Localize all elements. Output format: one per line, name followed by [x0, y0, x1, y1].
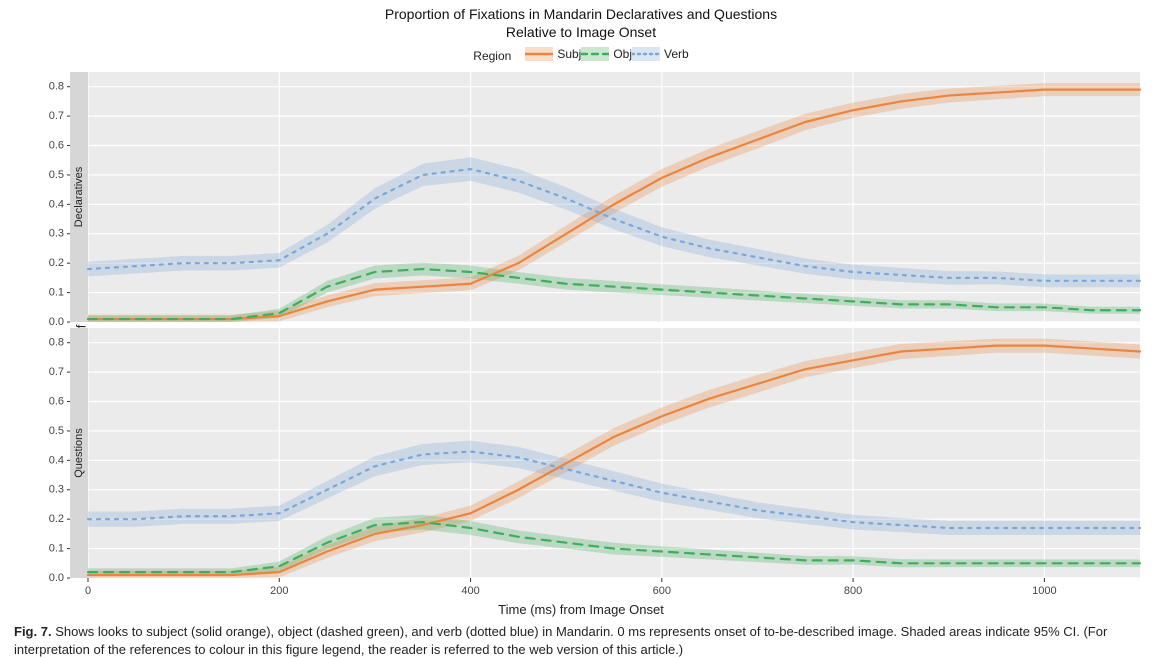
- facet-strip-label: Questions: [73, 428, 85, 478]
- y-tick-label: 0.5: [49, 425, 64, 437]
- y-tick-label: 0.6: [49, 139, 64, 151]
- legend-items: Subj Obj Verb: [525, 47, 688, 64]
- legend-item-label: Verb: [664, 47, 689, 61]
- y-tick-label: 0.6: [49, 395, 64, 407]
- legend-title: Region: [473, 49, 511, 63]
- x-tick-label: 200: [270, 585, 288, 597]
- legend-item-verb: Verb: [632, 47, 689, 61]
- y-tick-label: 0.5: [49, 169, 64, 181]
- legend-item-obj: Obj: [581, 47, 632, 61]
- legend-swatch-verb: [632, 47, 660, 61]
- legend-item-subj: Subj: [525, 47, 581, 61]
- facet-strip-label: Declaratives: [73, 166, 85, 227]
- legend-swatch-subj: [525, 47, 553, 61]
- y-tick-label: 0.3: [49, 484, 64, 496]
- y-tick-label: 0.2: [49, 513, 64, 525]
- y-tick-label: 0.7: [49, 366, 64, 378]
- chart-title-line1: Proportion of Fixations in Mandarin Decl…: [10, 6, 1152, 24]
- x-tick-label: 400: [461, 585, 479, 597]
- chart-title: Proportion of Fixations in Mandarin Decl…: [10, 6, 1152, 41]
- x-tick-label: 1000: [1032, 585, 1056, 597]
- x-tick-label: 800: [844, 585, 862, 597]
- y-tick-label: 0.2: [49, 257, 64, 269]
- x-tick-label: 600: [653, 585, 671, 597]
- y-tick-label: 0.3: [49, 228, 64, 240]
- legend-item-label: Subj: [557, 47, 581, 61]
- legend-item-label: Obj: [613, 47, 632, 61]
- y-tick-label: 0.7: [49, 110, 64, 122]
- chart-svg: Declaratives 0.0 0.1 0.2 0.3 0.4 0.5 0.6 0.7 0.8 Q…: [10, 64, 1152, 604]
- figure-container: Proportion of Fixations in Mandarin Decl…: [0, 0, 1162, 658]
- y-tick-label: 0.0: [49, 316, 64, 328]
- chart-title-line2: Relative to Image Onset: [10, 24, 1152, 42]
- y-tick-label: 0.0: [49, 572, 64, 584]
- chart-area: Proportion of Fixations Declaratives0.00…: [10, 64, 1152, 604]
- y-tick-label: 0.4: [49, 454, 64, 466]
- x-tick-label: 0: [85, 585, 91, 597]
- y-tick-label: 0.1: [49, 542, 64, 554]
- caption-text: Shows looks to subject (solid orange), o…: [14, 624, 1107, 657]
- x-axis-label: Time (ms) from Image Onset: [10, 602, 1152, 617]
- legend-swatch-obj: [581, 47, 609, 61]
- y-tick-label: 0.1: [49, 286, 64, 298]
- figure-caption: Fig. 7. Shows looks to subject (solid or…: [10, 617, 1158, 658]
- y-tick-label: 0.4: [49, 198, 64, 210]
- y-tick-label: 0.8: [49, 337, 64, 349]
- y-tick-label: 0.8: [49, 81, 64, 93]
- legend: Region Subj Obj Verb: [10, 47, 1152, 64]
- caption-label: Fig. 7.: [14, 624, 52, 639]
